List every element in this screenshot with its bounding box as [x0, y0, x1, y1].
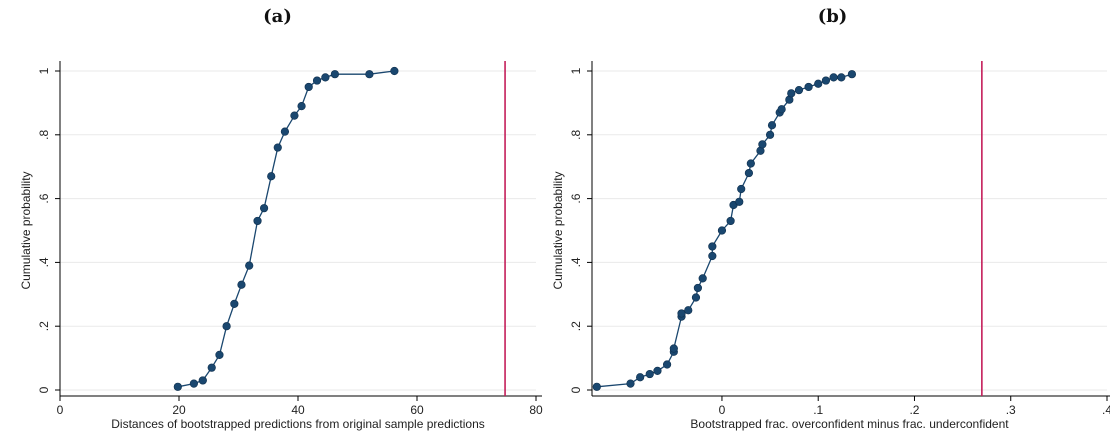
data-point — [237, 280, 246, 289]
data-point — [708, 251, 717, 261]
chart-a-svg: 0 .2 .4 .6 .8 1 0 20 40 60 80 Distances of bootstra… — [19, 61, 543, 431]
x-tick-label: 0 — [57, 403, 64, 417]
data-point — [321, 73, 330, 82]
data-point — [290, 111, 299, 120]
x-tick-label: .4 — [1102, 403, 1110, 417]
x-tick-label: 80 — [529, 403, 543, 417]
panel-label-b: (b) — [817, 6, 848, 27]
data-point — [173, 382, 182, 391]
chart-panel-a: (a) 0 .2 .4 .6 .8 1 0 20 40 60 80 Distances of boot… — [19, 6, 543, 431]
data-point — [280, 127, 290, 136]
data-point — [717, 226, 727, 235]
data-point — [737, 184, 746, 194]
data-point — [669, 344, 678, 353]
y-tick-label: .6 — [37, 193, 51, 203]
x-tick-label: 0 — [719, 403, 726, 417]
y-axis-title: Cumulative probability — [551, 171, 565, 289]
x-tick-label: .1 — [813, 403, 823, 417]
chart-panel-b: (b) 0 .2 .4 .6 .8 1 0 .1 .2 .3 .4 Bootstrapped frac… — [551, 0, 1110, 447]
data-point — [653, 366, 662, 375]
y-tick-label: 1 — [569, 67, 583, 74]
data-point — [765, 130, 775, 139]
data-point — [804, 82, 813, 92]
data-point — [215, 350, 224, 360]
data-point — [744, 168, 754, 178]
data-point — [777, 105, 786, 114]
data-point — [691, 293, 701, 302]
data-point — [626, 379, 635, 388]
data-point — [245, 261, 254, 270]
y-tick-label: .6 — [569, 193, 583, 203]
x-axis-title: Bootstrapped frac. overconfident minus f… — [690, 417, 1009, 431]
chart-b-svg: 0 .2 .4 .6 .8 1 0 .1 .2 .3 .4 Bootstrapped frac. ov… — [551, 61, 1110, 431]
y-tick-label: .8 — [569, 129, 583, 139]
data-point — [794, 86, 804, 95]
y-tick-label: .4 — [37, 257, 51, 267]
data-point — [312, 76, 322, 85]
x-tick-label: 40 — [291, 403, 305, 417]
x-tick-label: .3 — [1006, 403, 1016, 417]
data-point — [767, 121, 777, 130]
y-tick-label: .8 — [37, 129, 51, 139]
data-point — [684, 306, 693, 315]
data-point — [267, 172, 276, 181]
data-point — [304, 82, 313, 92]
data-point — [189, 379, 198, 388]
data-point — [230, 299, 239, 308]
data-point — [746, 159, 755, 168]
data-point — [829, 73, 838, 82]
data-point — [365, 70, 374, 79]
data-point — [592, 382, 601, 391]
x-tick-label: 20 — [172, 403, 186, 417]
data-point — [390, 66, 399, 76]
data-point — [253, 216, 262, 226]
x-tick-label: 60 — [410, 403, 424, 417]
y-axis-title: Cumulative probability — [19, 171, 33, 289]
y-tick-label: 0 — [37, 386, 51, 393]
data-point — [758, 140, 767, 149]
data-point — [645, 369, 654, 379]
data-point — [837, 73, 846, 82]
data-point — [330, 70, 339, 79]
data-point — [735, 197, 744, 206]
data-point — [787, 89, 796, 98]
data-point — [708, 242, 717, 251]
x-tick-label: .2 — [909, 403, 919, 417]
y-tick-label: .4 — [569, 257, 583, 267]
y-tick-label: .2 — [569, 321, 583, 331]
data-point — [693, 283, 702, 293]
data-point — [726, 216, 735, 226]
data-point — [636, 373, 645, 382]
y-tick-label: 1 — [37, 67, 51, 74]
data-point — [259, 204, 269, 213]
y-tick-label: 0 — [569, 386, 583, 393]
y-tick-label: .2 — [37, 321, 51, 331]
panel-label-a: (a) — [263, 6, 292, 27]
data-point — [821, 76, 831, 85]
series-line — [177, 70, 395, 388]
data-point — [207, 363, 216, 372]
data-point — [814, 79, 823, 88]
data-point — [698, 274, 707, 283]
data-point — [198, 376, 207, 385]
data-point — [677, 309, 686, 318]
data-point — [222, 322, 231, 331]
data-point — [847, 70, 857, 79]
data-point — [273, 143, 282, 152]
data-point — [297, 101, 306, 111]
data-point — [662, 360, 672, 369]
x-axis-title: Distances of bootstrapped predictions fr… — [111, 417, 485, 431]
